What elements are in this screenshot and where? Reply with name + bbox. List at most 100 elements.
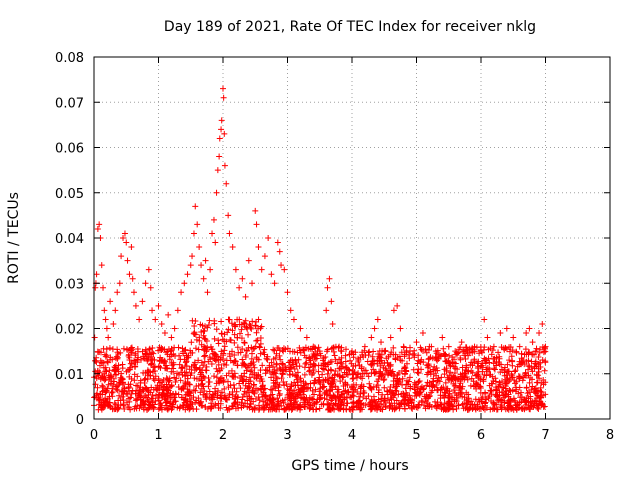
data-point bbox=[320, 401, 327, 408]
data-point bbox=[214, 368, 221, 375]
data-point bbox=[250, 381, 257, 388]
data-point bbox=[532, 348, 539, 355]
data-point bbox=[184, 271, 191, 278]
x-axis-label: GPS time / hours bbox=[291, 458, 408, 474]
data-point bbox=[215, 340, 222, 347]
data-point bbox=[486, 359, 493, 366]
data-point bbox=[307, 402, 314, 409]
data-point bbox=[269, 391, 276, 398]
data-point bbox=[211, 388, 218, 395]
x-tick-label: 1 bbox=[154, 428, 162, 443]
data-point bbox=[398, 368, 405, 375]
x-tick-label: 5 bbox=[412, 428, 420, 443]
data-point bbox=[409, 405, 416, 412]
data-point bbox=[457, 380, 464, 387]
data-point bbox=[426, 343, 433, 350]
data-point bbox=[416, 401, 423, 408]
data-point bbox=[245, 257, 252, 264]
data-point bbox=[119, 365, 126, 372]
data-point bbox=[350, 370, 357, 377]
data-point bbox=[370, 366, 377, 373]
data-point bbox=[449, 375, 456, 382]
data-point bbox=[271, 347, 278, 354]
data-point bbox=[252, 322, 259, 329]
data-point bbox=[512, 380, 519, 387]
data-point bbox=[477, 376, 484, 383]
data-point bbox=[151, 401, 158, 408]
x-tick-label: 7 bbox=[541, 428, 549, 443]
x-tick-label: 8 bbox=[606, 428, 614, 443]
data-point bbox=[229, 244, 236, 251]
data-point bbox=[100, 284, 107, 291]
data-point bbox=[349, 375, 356, 382]
data-point bbox=[218, 117, 225, 124]
data-point bbox=[189, 317, 196, 324]
data-point bbox=[108, 378, 115, 385]
data-point bbox=[535, 361, 542, 368]
data-point bbox=[261, 393, 268, 400]
data-point bbox=[516, 375, 523, 382]
data-point bbox=[424, 379, 431, 386]
data-point bbox=[506, 375, 513, 382]
data-point bbox=[201, 374, 208, 381]
data-point bbox=[246, 321, 253, 328]
data-point bbox=[105, 334, 112, 341]
data-point bbox=[180, 385, 187, 392]
data-point bbox=[365, 352, 372, 359]
data-point bbox=[273, 374, 280, 381]
data-point bbox=[201, 387, 208, 394]
data-point bbox=[227, 337, 234, 344]
data-point bbox=[212, 402, 219, 409]
data-point bbox=[132, 363, 139, 370]
data-point bbox=[374, 316, 381, 323]
data-point bbox=[148, 395, 155, 402]
data-point bbox=[361, 343, 368, 350]
data-point bbox=[328, 380, 335, 387]
data-point bbox=[434, 386, 441, 393]
data-point bbox=[316, 348, 323, 355]
data-point bbox=[234, 334, 241, 341]
data-point bbox=[168, 382, 175, 389]
data-point bbox=[126, 384, 133, 391]
data-point bbox=[457, 390, 464, 397]
data-point bbox=[142, 351, 149, 358]
data-point bbox=[119, 381, 126, 388]
data-point bbox=[150, 404, 157, 411]
data-point bbox=[239, 346, 246, 353]
data-point bbox=[265, 235, 272, 241]
data-point bbox=[211, 350, 218, 357]
data-point bbox=[404, 396, 411, 403]
data-point bbox=[387, 334, 394, 341]
data-point bbox=[209, 346, 216, 353]
data-point bbox=[155, 375, 162, 382]
data-point bbox=[216, 135, 223, 142]
data-point bbox=[202, 257, 209, 264]
data-point bbox=[317, 385, 324, 392]
data-point bbox=[495, 349, 502, 356]
data-point bbox=[203, 363, 210, 370]
data-point bbox=[301, 371, 308, 378]
data-point bbox=[225, 212, 232, 219]
data-point bbox=[243, 347, 250, 354]
data-point bbox=[523, 330, 530, 337]
data-point bbox=[125, 351, 132, 358]
data-point bbox=[503, 346, 510, 353]
data-point bbox=[374, 400, 381, 407]
data-point bbox=[429, 378, 436, 385]
data-point bbox=[433, 364, 440, 371]
data-point bbox=[509, 347, 516, 354]
data-point bbox=[91, 393, 98, 400]
data-point bbox=[489, 380, 496, 387]
data-point bbox=[332, 367, 339, 374]
data-point bbox=[286, 371, 293, 378]
data-point bbox=[406, 392, 413, 399]
data-point bbox=[257, 340, 264, 347]
data-point bbox=[467, 382, 474, 389]
data-point bbox=[495, 397, 502, 404]
data-point bbox=[459, 401, 466, 408]
data-point bbox=[297, 401, 304, 408]
data-point bbox=[347, 406, 354, 413]
data-point bbox=[540, 349, 547, 356]
data-point bbox=[213, 326, 220, 333]
data-point bbox=[261, 405, 268, 412]
